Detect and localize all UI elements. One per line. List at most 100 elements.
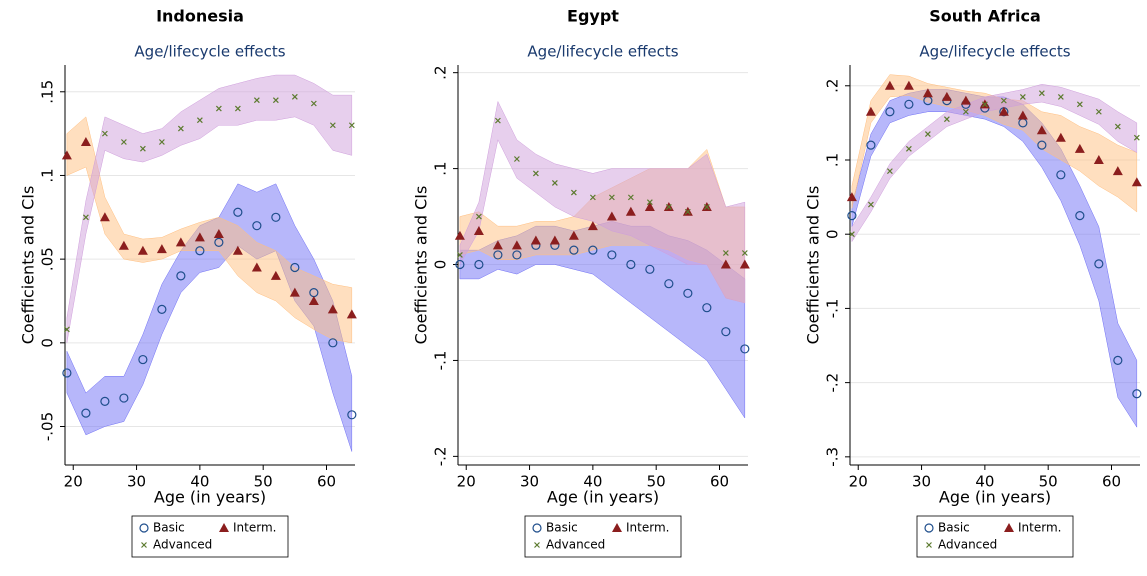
marker-triangle [739, 259, 750, 269]
marker-circle [847, 211, 857, 221]
x-tick-label: 30 [127, 473, 146, 491]
marker-triangle [1131, 177, 1142, 187]
panel: Indonesia Age/lifecycle effects -.05 0 .05 .1… [19, 7, 357, 558]
y-tick-label: .1 [432, 161, 450, 175]
marker-x [234, 105, 241, 112]
marker-triangle [1055, 132, 1066, 142]
legend-label: Interm. [1018, 521, 1061, 535]
y-axis-label: Coefficients and CIs [804, 186, 823, 345]
y-tick-label: .2 [824, 79, 842, 93]
x-tick-label: 40 [583, 473, 602, 491]
marker-triangle [327, 304, 338, 314]
marker-x [848, 231, 855, 238]
y-tick-label: .2 [432, 66, 450, 80]
marker-triangle [903, 80, 914, 90]
y-tick-label: -.2 [824, 373, 842, 393]
y-tick-label: -.3 [824, 447, 842, 467]
y-tick-label: -.05 [39, 412, 57, 441]
marker-x [924, 131, 931, 137]
x-tick-label: 30 [912, 473, 931, 491]
x-axis-label: Age (in years) [939, 488, 1051, 507]
marker-x [456, 252, 463, 258]
marker-triangle [1074, 143, 1085, 153]
marker-triangle [606, 211, 617, 221]
marker-triangle [587, 221, 598, 231]
marker-triangle [61, 150, 72, 160]
marker-x [329, 122, 336, 129]
marker-x [139, 145, 146, 152]
legend-marker [1004, 523, 1014, 532]
y-axis-label: Coefficients and CIs [412, 186, 431, 345]
marker-x [1095, 108, 1102, 115]
marker-circle [702, 303, 712, 313]
marker-circle [455, 259, 465, 270]
marker-x [310, 100, 317, 107]
y-tick-label: 0 [39, 338, 57, 348]
legend-marker [532, 523, 542, 533]
marker-triangle [960, 95, 971, 105]
marker-triangle [511, 240, 522, 250]
marker-circle [885, 107, 895, 117]
marker-circle [100, 396, 110, 407]
legend-marker [924, 523, 934, 533]
legend-marker [219, 523, 229, 532]
ci-band [459, 100, 746, 304]
marker-triangle [568, 230, 579, 240]
marker-circle [1094, 259, 1104, 269]
legend-label: Advanced [153, 538, 212, 552]
marker-triangle [549, 235, 560, 245]
legend-marker [926, 542, 932, 548]
ci-band [851, 84, 1138, 243]
x-tick-label: 50 [254, 473, 273, 491]
marker-circle [607, 250, 617, 260]
marker-x [101, 130, 108, 137]
marker-x [348, 122, 355, 129]
marker-circle [721, 327, 731, 337]
marker-circle [1113, 355, 1123, 365]
marker-triangle [922, 88, 933, 98]
x-tick-label: 40 [975, 473, 994, 491]
marker-triangle [1036, 125, 1047, 135]
marker-x [722, 250, 729, 256]
marker-circle [195, 246, 205, 256]
marker-x [1000, 97, 1007, 104]
x-axis-label: Age (in years) [547, 488, 659, 507]
marker-triangle [998, 106, 1009, 116]
marker-x [589, 194, 596, 201]
marker-circle [138, 354, 148, 365]
x-tick-label: 20 [457, 473, 476, 491]
marker-circle [866, 140, 876, 150]
marker-triangle [118, 240, 129, 250]
x-tick-label: 40 [190, 473, 209, 491]
marker-x [627, 194, 634, 201]
panel-title: Indonesia [156, 7, 244, 26]
marker-x [703, 204, 710, 210]
x-tick-label: 20 [849, 473, 868, 491]
panel-subtitle: Age/lifecycle effects [527, 43, 678, 61]
marker-triangle [846, 192, 857, 202]
marker-circle [271, 212, 281, 222]
legend-label: Interm. [233, 521, 276, 535]
marker-circle [493, 250, 503, 260]
panel-subtitle: Age/lifecycle effects [134, 43, 285, 61]
marker-triangle [194, 232, 205, 242]
ci-band [66, 74, 353, 343]
marker-x [608, 194, 615, 201]
marker-triangle [720, 259, 731, 269]
legend-box [524, 515, 682, 558]
marker-x [196, 117, 203, 124]
marker-x [120, 139, 127, 145]
marker-circle [569, 245, 579, 255]
marker-x [272, 97, 279, 104]
panel-subtitle: Age/lifecycle effects [919, 43, 1070, 61]
legend-label: Advanced [546, 538, 605, 552]
marker-triangle [213, 229, 224, 239]
legend-box [916, 515, 1074, 558]
marker-circle [683, 288, 693, 298]
legend-label: Advanced [938, 538, 997, 552]
marker-circle [1075, 211, 1085, 221]
marker-circle [740, 344, 750, 354]
legend-marker [141, 542, 147, 548]
marker-circle [81, 408, 91, 418]
